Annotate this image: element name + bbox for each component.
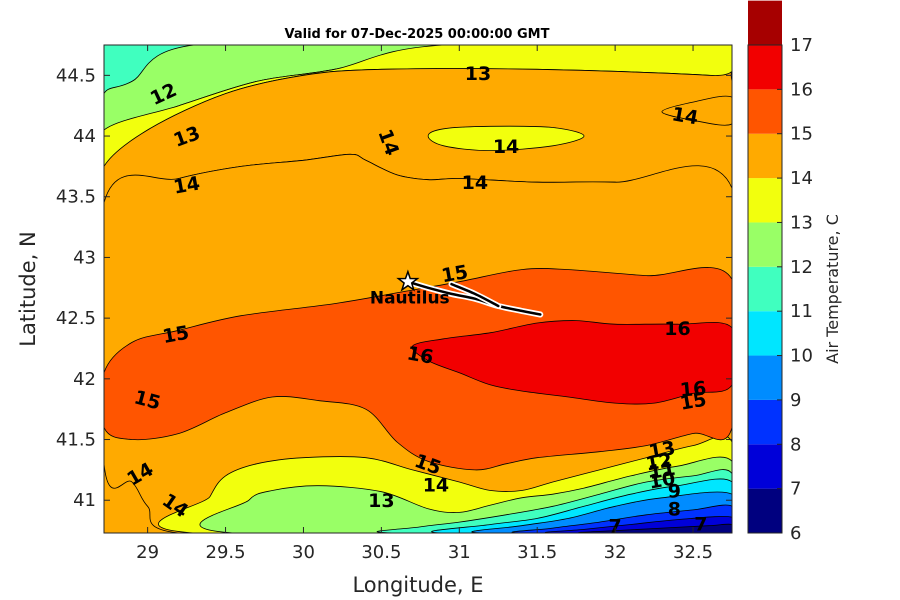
contour-region-15 [104, 267, 732, 471]
y-tick-label: 42.5 [56, 308, 96, 329]
contour-region-13 [427, 125, 585, 152]
contour-region-14 [661, 95, 732, 126]
chart-title: Valid for 07-Dec-2025 00:00:00 GMT [285, 27, 550, 42]
colorbar-swatch [748, 488, 782, 533]
station-track [450, 282, 500, 308]
colorbar-tick-label: 11 [790, 301, 813, 322]
x-tick-label: 31.5 [517, 542, 557, 563]
contour-label: 7 [694, 513, 707, 535]
x-tick-label: 32.5 [673, 542, 713, 563]
colorbar-swatch [748, 178, 782, 223]
contour-label: 12 [644, 449, 674, 475]
x-tick-label: 30 [292, 542, 315, 563]
plot-frame [103, 44, 733, 534]
x-tick-label: 29.5 [206, 542, 246, 563]
x-tick-label: 30.5 [361, 542, 401, 563]
colorbar-swatch [748, 355, 782, 400]
colorbar-swatch [748, 0, 782, 45]
colorbar-swatch [748, 89, 782, 134]
contour-label: 7 [609, 516, 622, 538]
colorbar-tick-label: 17 [790, 35, 813, 56]
contour-label: 13 [368, 490, 394, 512]
x-tick-label: 32 [604, 542, 627, 563]
colorbar-tick-label: 6 [790, 523, 801, 544]
colorbar-swatch [748, 133, 782, 179]
y-tick-label: 43.5 [56, 187, 96, 208]
station-track-layer [396, 269, 544, 318]
y-axis-label: Latitude, N [16, 231, 40, 347]
y-tick-label: 44.5 [56, 65, 96, 86]
colorbar-swatch [748, 444, 782, 489]
colorbar-tick-label: 9 [790, 390, 801, 411]
contour-label: 16 [664, 318, 690, 340]
contour-label: 13 [465, 63, 491, 85]
contour-label: 10 [647, 467, 677, 493]
colorbar-swatch [748, 266, 782, 312]
colorbar-tick-label: 7 [790, 479, 801, 500]
colorbar-tick-label: 10 [790, 346, 813, 367]
y-tick-label: 43 [73, 247, 96, 268]
colorbar-tick-label: 12 [790, 257, 813, 278]
contour-label: 14 [172, 172, 202, 198]
contour-label: 15 [161, 322, 191, 348]
contour-label: 11 [647, 458, 677, 484]
colorbar-swatch [748, 222, 782, 267]
colorbar-frame [747, 44, 783, 534]
contour-label: 14 [423, 474, 449, 496]
colorbar-tick-label: 15 [790, 124, 813, 145]
contour-regions [104, 45, 732, 533]
x-axis-label: Longitude, E [352, 573, 483, 597]
colorbar-tick-label: 16 [790, 79, 813, 100]
station-track [406, 280, 542, 316]
colorbar-swatch [748, 45, 782, 90]
contour-label: 16 [405, 342, 435, 368]
colorbar-tick-label: 13 [790, 212, 813, 233]
y-tick-label: 42 [73, 369, 96, 390]
x-axis-ticks: 29 29.5 30 30.5 31 31.5 32 32.5 [136, 45, 713, 563]
colorbar: 6 7 8 9 10 11 12 13 14 15 16 17 [747, 0, 813, 544]
contour-label: 8 [668, 499, 681, 521]
contour-label: 14 [462, 172, 488, 194]
colorbar-tick-label: 8 [790, 434, 801, 455]
y-axis-ticks: 41 41.5 42 42.5 43 43.5 44 44.5 [56, 65, 732, 511]
station-label: Nautilus [370, 289, 450, 309]
contour-label: 13 [647, 437, 677, 463]
contour-label: 14 [493, 136, 519, 158]
x-tick-label: 29 [136, 542, 159, 563]
colorbar-swatch [748, 311, 782, 356]
colorbar-swatch [748, 399, 782, 445]
station-star-icon[interactable] [396, 269, 420, 292]
contour-label: 16 [679, 377, 707, 401]
contour-label: 9 [668, 481, 681, 503]
y-tick-label: 44 [73, 126, 96, 147]
y-tick-label: 41.5 [56, 430, 96, 451]
colorbar-label: Air Temperature, C [823, 214, 842, 364]
x-tick-label: 31 [448, 542, 471, 563]
contour-region-16 [411, 320, 732, 405]
colorbar-tick-label: 14 [790, 168, 813, 189]
y-tick-label: 41 [73, 490, 96, 511]
contour-label: 14 [670, 103, 700, 129]
contour-label: 15 [440, 261, 470, 287]
contour-label: 15 [678, 389, 708, 415]
